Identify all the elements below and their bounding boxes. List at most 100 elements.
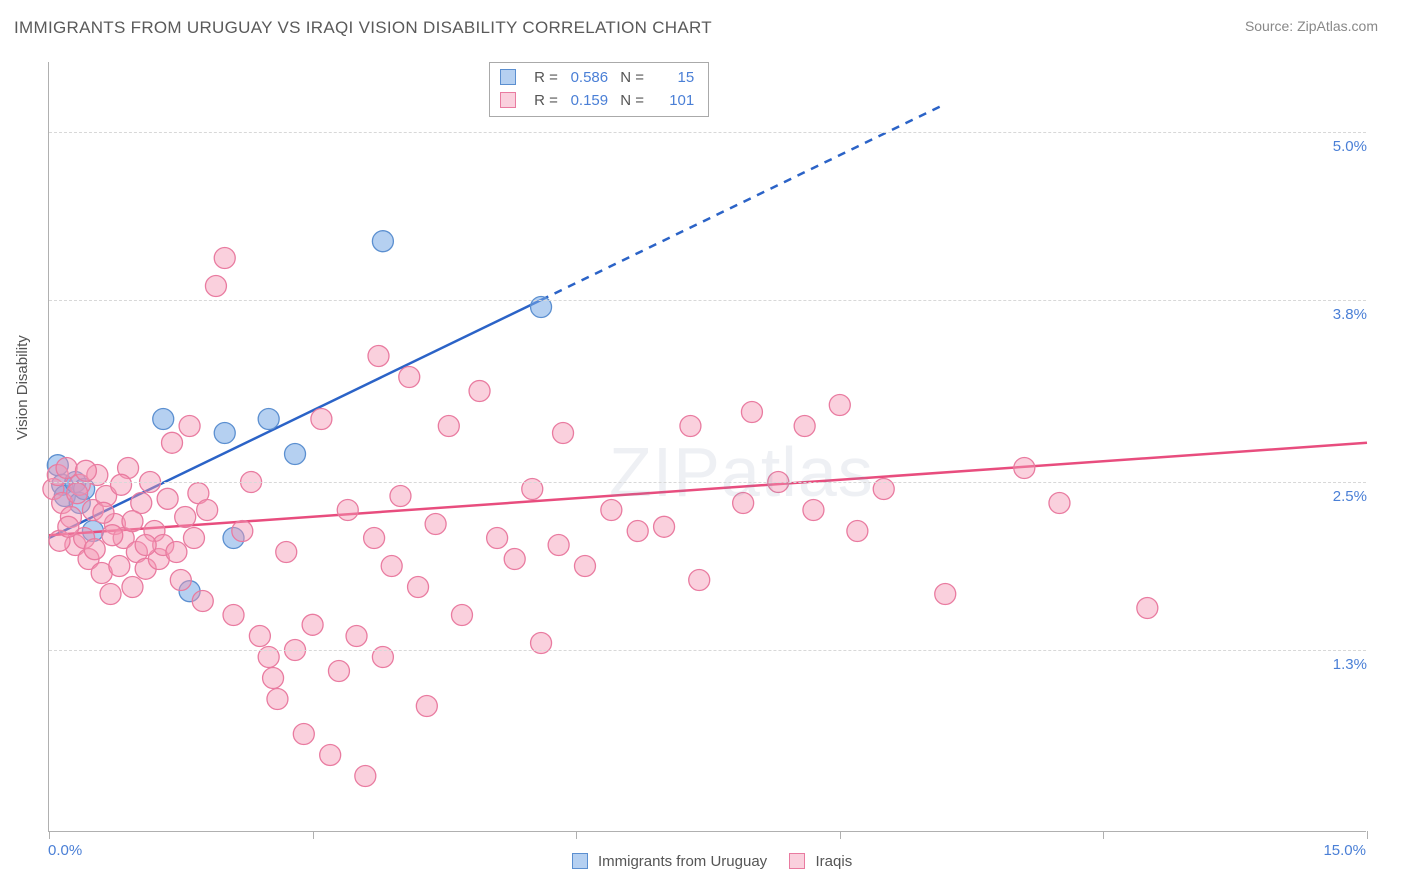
data-point xyxy=(803,500,824,521)
data-point xyxy=(192,591,213,612)
y-tick-label: 1.3% xyxy=(1333,656,1367,673)
data-point xyxy=(197,500,218,521)
data-point xyxy=(794,416,815,437)
data-point xyxy=(302,614,323,635)
data-point xyxy=(438,416,459,437)
data-point xyxy=(654,516,675,537)
legend-swatch-1 xyxy=(789,853,805,869)
data-point xyxy=(175,507,196,528)
x-tick xyxy=(49,831,50,839)
gridline xyxy=(49,482,1366,483)
data-point xyxy=(574,556,595,577)
plot-svg xyxy=(49,62,1366,831)
data-point xyxy=(102,525,123,546)
data-point xyxy=(111,474,132,495)
data-point xyxy=(346,626,367,647)
chart-source: Source: ZipAtlas.com xyxy=(1245,18,1378,34)
data-point xyxy=(205,276,226,297)
y-axis-label: Vision Disability xyxy=(14,335,31,440)
data-point xyxy=(355,766,376,787)
y-tick-label: 3.8% xyxy=(1333,306,1367,323)
stats-row-1: R = 0.159 N = 101 xyxy=(500,90,694,113)
stats-swatch-0 xyxy=(500,69,516,85)
data-point xyxy=(267,689,288,710)
legend-label-0: Immigrants from Uruguay xyxy=(598,853,767,870)
stats-r-value-1: 0.159 xyxy=(564,90,608,113)
data-point xyxy=(153,409,174,430)
data-point xyxy=(680,416,701,437)
trend-line-dash-0 xyxy=(541,104,945,300)
data-point xyxy=(381,556,402,577)
data-point xyxy=(320,745,341,766)
stats-row-0: R = 0.586 N = 15 xyxy=(500,67,694,90)
data-point xyxy=(733,493,754,514)
stats-n-label-0: N = xyxy=(620,69,644,86)
x-tick xyxy=(1367,831,1368,839)
data-point xyxy=(487,528,508,549)
data-point xyxy=(223,605,244,626)
data-point xyxy=(84,539,105,560)
stats-n-value-0: 15 xyxy=(650,67,694,90)
data-point xyxy=(328,661,349,682)
data-point xyxy=(337,500,358,521)
y-tick-label: 5.0% xyxy=(1333,138,1367,155)
gridline xyxy=(49,132,1366,133)
data-point xyxy=(390,486,411,507)
data-point xyxy=(601,500,622,521)
data-point xyxy=(122,511,143,532)
data-point xyxy=(67,483,88,504)
data-point xyxy=(58,516,79,537)
data-point xyxy=(109,556,130,577)
stats-n-label-1: N = xyxy=(620,92,644,109)
data-point xyxy=(263,668,284,689)
x-tick xyxy=(1103,831,1104,839)
data-point xyxy=(689,570,710,591)
data-point xyxy=(425,514,446,535)
data-point xyxy=(368,346,389,367)
data-point xyxy=(285,444,306,465)
data-point xyxy=(548,535,569,556)
data-point xyxy=(1014,458,1035,479)
data-point xyxy=(179,416,200,437)
data-point xyxy=(416,696,437,717)
data-point xyxy=(504,549,525,570)
data-point xyxy=(75,460,96,481)
data-point xyxy=(258,409,279,430)
data-point xyxy=(1137,598,1158,619)
stats-n-value-1: 101 xyxy=(650,90,694,113)
legend-label-1: Iraqis xyxy=(816,853,853,870)
data-point xyxy=(170,570,191,591)
data-point xyxy=(214,423,235,444)
plot-area: R = 0.586 N = 15 R = 0.159 N = 101 ZIPat… xyxy=(48,62,1366,832)
y-tick-label: 2.5% xyxy=(1333,488,1367,505)
data-point xyxy=(232,521,253,542)
data-point xyxy=(451,605,472,626)
data-point xyxy=(276,542,297,563)
stats-r-value-0: 0.586 xyxy=(564,67,608,90)
chart-title: IMMIGRANTS FROM URUGUAY VS IRAQI VISION … xyxy=(14,18,712,38)
data-point xyxy=(249,626,270,647)
data-point xyxy=(408,577,429,598)
stats-swatch-1 xyxy=(500,92,516,108)
source-link[interactable]: ZipAtlas.com xyxy=(1297,18,1378,34)
x-tick xyxy=(313,831,314,839)
data-point xyxy=(166,542,187,563)
data-point xyxy=(364,528,385,549)
stats-legend: R = 0.586 N = 15 R = 0.159 N = 101 xyxy=(489,62,709,117)
data-point xyxy=(935,584,956,605)
data-point xyxy=(1049,493,1070,514)
data-point xyxy=(135,535,156,556)
series-legend: Immigrants from Uruguay Iraqis xyxy=(0,853,1406,870)
data-point xyxy=(399,367,420,388)
source-label: Source: xyxy=(1245,18,1293,34)
data-point xyxy=(93,502,114,523)
gridline xyxy=(49,650,1366,651)
data-point xyxy=(829,395,850,416)
stats-r-label-0: R = xyxy=(534,69,558,86)
data-point xyxy=(100,584,121,605)
gridline xyxy=(49,300,1366,301)
x-tick xyxy=(576,831,577,839)
x-tick xyxy=(840,831,841,839)
trend-line-0 xyxy=(49,300,541,538)
data-point xyxy=(741,402,762,423)
